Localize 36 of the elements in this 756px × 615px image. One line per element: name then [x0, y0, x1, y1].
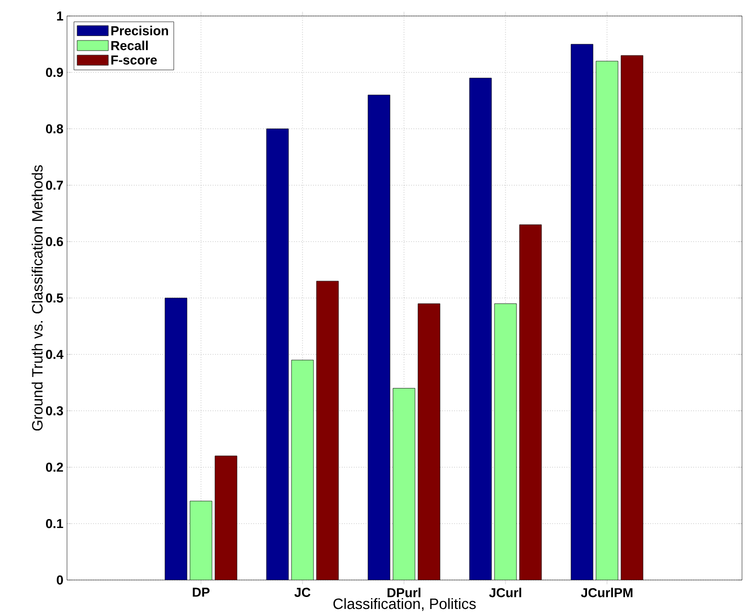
- y-tick-label: 1: [57, 12, 64, 20]
- y-tick-label: 0.3: [46, 406, 64, 416]
- bar: [520, 224, 542, 580]
- y-tick-label: 0.2: [46, 462, 63, 472]
- x-tick-label: JCurl: [489, 588, 522, 598]
- y-tick-label: 0.1: [46, 519, 64, 528]
- y-axis-title: Ground Truth vs. Classification Methods: [32, 165, 43, 431]
- bar: [368, 94, 390, 580]
- bar: [418, 304, 440, 580]
- bar: [494, 304, 517, 580]
- bar: [164, 298, 187, 580]
- y-tick-label: 0.9: [46, 68, 63, 77]
- x-tick-label: JC: [294, 588, 310, 597]
- bar: [620, 55, 644, 580]
- bar: [570, 44, 594, 580]
- y-tick-label: 0.4: [46, 350, 64, 359]
- y-tick-label: 0.6: [46, 237, 64, 246]
- bar: [190, 501, 212, 580]
- y-tick-label: 0.8: [46, 124, 64, 134]
- bar: [316, 281, 338, 580]
- x-tick-label: JCurlPM: [580, 588, 632, 598]
- bar: [214, 456, 237, 580]
- bar: [291, 360, 314, 580]
- y-tick-label: 0.7: [46, 180, 63, 190]
- legend-label: F-score: [111, 56, 157, 65]
- x-tick-label: DPurl: [388, 588, 420, 598]
- bar: [470, 78, 492, 580]
- legend-label: Recall: [111, 40, 148, 50]
- x-tick-label: DP: [192, 588, 210, 597]
- bar: [266, 128, 288, 580]
- y-tick-label: 0.5: [46, 293, 64, 303]
- y-tick-label: 0: [56, 575, 63, 585]
- bar: [392, 388, 415, 580]
- legend-label: Precision: [111, 26, 168, 36]
- bar: [596, 60, 618, 580]
- x-axis-title: Classification, Politics: [333, 598, 476, 611]
